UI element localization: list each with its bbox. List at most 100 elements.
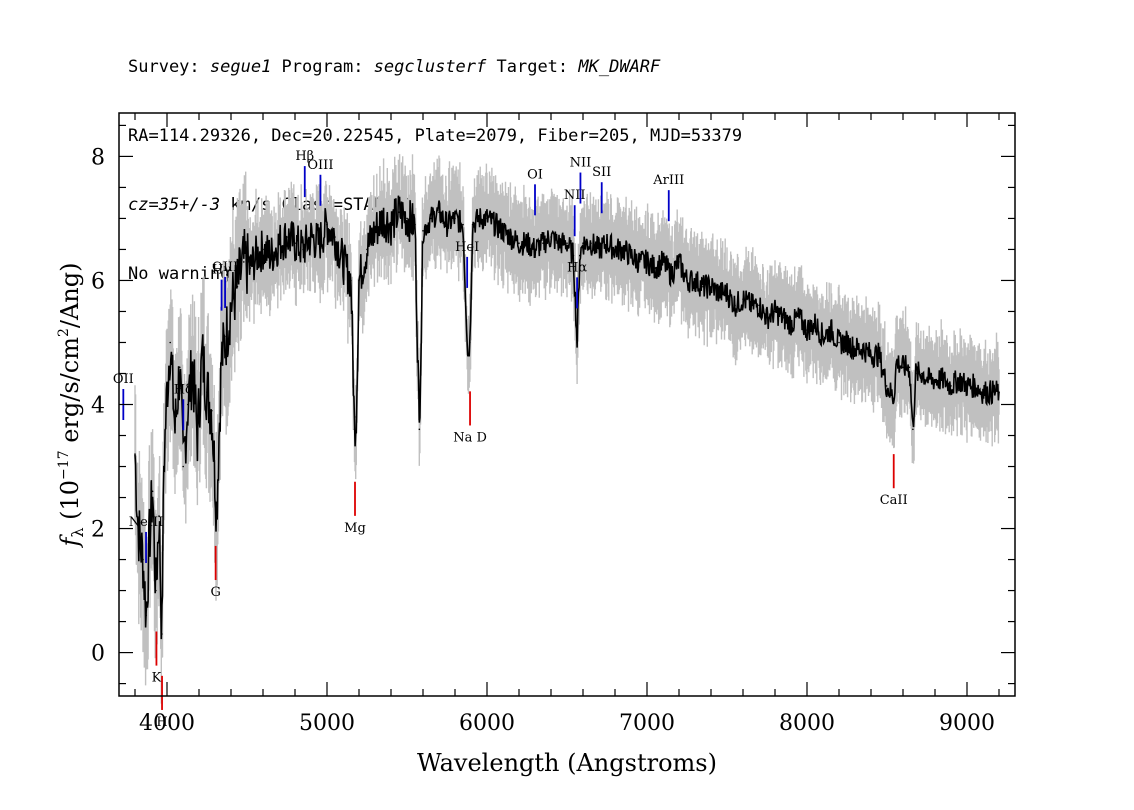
flux-point xyxy=(702,285,704,288)
flux-point xyxy=(342,261,344,263)
flux-point xyxy=(163,465,165,468)
flux-line xyxy=(134,195,1000,640)
y-axis-title-sub: λ xyxy=(68,527,87,537)
flux-point xyxy=(142,558,144,561)
flux-point xyxy=(182,465,184,468)
flux-point xyxy=(187,403,189,406)
flux-point xyxy=(614,248,616,251)
flux-point xyxy=(814,323,816,325)
survey-name: segue1 xyxy=(209,57,272,77)
y-tick-label: 8 xyxy=(91,145,105,170)
flux-point xyxy=(469,341,471,344)
redshift-value: cz=35+/-3 xyxy=(128,195,221,215)
flux-point xyxy=(718,292,720,294)
flux-point xyxy=(846,341,848,344)
flux-point xyxy=(294,242,296,244)
flux-point xyxy=(390,223,392,226)
flux-point xyxy=(686,279,688,282)
flux-point xyxy=(998,391,1000,393)
flux-point xyxy=(734,304,736,307)
flux-point xyxy=(243,261,245,263)
flux-point xyxy=(225,335,227,338)
flux-point xyxy=(566,242,568,244)
flux-point xyxy=(678,261,680,263)
flux-point xyxy=(774,310,776,313)
flux-point xyxy=(161,633,163,635)
flux-point xyxy=(230,304,232,307)
y-axis-title-a: (10 xyxy=(56,480,84,528)
emission-line-label: Hγ xyxy=(212,263,231,278)
flux-point xyxy=(582,242,584,244)
flux-point xyxy=(422,230,424,232)
flux-point xyxy=(726,292,728,294)
flux-point xyxy=(270,254,272,257)
flux-point xyxy=(211,409,213,412)
flux-point xyxy=(895,360,898,362)
flux-point xyxy=(215,509,218,511)
flux-point xyxy=(646,261,648,263)
flux-point xyxy=(670,273,672,276)
flux-point xyxy=(334,236,336,238)
emission-line-label: SII xyxy=(592,165,611,180)
flux-point xyxy=(798,316,800,319)
flux-point xyxy=(510,236,512,238)
program-prefix: Program: xyxy=(271,57,374,77)
error-band-group xyxy=(134,154,1000,704)
flux-point xyxy=(355,416,358,418)
flux-point xyxy=(934,378,936,381)
flux-point xyxy=(638,261,640,263)
survey-prefix: Survey: xyxy=(128,57,210,77)
flux-point xyxy=(927,378,930,381)
flux-point xyxy=(572,254,575,257)
x-tick-label: 8000 xyxy=(779,711,835,736)
flux-point xyxy=(236,285,239,288)
flux-point xyxy=(148,540,151,542)
flux-point xyxy=(958,378,960,381)
flux-point xyxy=(191,366,194,369)
target-name: MK_DWARF xyxy=(578,57,661,77)
flux-point xyxy=(446,223,448,226)
flux-point xyxy=(179,366,181,369)
emission-line-label: NeIII xyxy=(129,515,163,530)
flux-point xyxy=(870,354,872,356)
y-axis-title-b: erg/s/cm xyxy=(56,337,84,451)
flux-point xyxy=(494,223,496,226)
axis-ticks: 4000 5000 6000 7000 8000 9000 0 2 4 6 8 xyxy=(91,113,1015,736)
flux-point xyxy=(662,261,664,263)
flux-point xyxy=(921,372,923,375)
flux-point xyxy=(454,217,456,220)
flux-point xyxy=(838,341,840,344)
header-line-survey: Survey: segue1 Program: segclusterf Targ… xyxy=(128,56,742,79)
flux-point xyxy=(854,347,856,350)
absorption-line-label: H xyxy=(156,715,167,730)
flux-point xyxy=(478,217,480,220)
flux-point xyxy=(155,589,157,592)
flux-point xyxy=(550,236,552,238)
y-axis-title-c: /Ang) xyxy=(56,263,84,329)
flux-point xyxy=(418,428,421,431)
flux-point xyxy=(406,217,408,220)
error-band xyxy=(134,154,1000,704)
flux-point xyxy=(654,267,656,269)
flux-point xyxy=(302,248,304,251)
flux-point xyxy=(982,391,984,393)
emission-line-label: OII xyxy=(113,372,134,387)
flux-point xyxy=(158,515,160,517)
flux-point xyxy=(249,267,251,269)
flux-point xyxy=(974,385,976,387)
flux-point xyxy=(414,223,416,226)
flux-point xyxy=(598,248,600,251)
flux-point xyxy=(196,434,199,437)
flux-point xyxy=(174,428,176,431)
flux-point xyxy=(862,347,864,350)
flux-point xyxy=(915,372,917,375)
y-axis-title-exp1: −17 xyxy=(56,450,72,480)
absorption-line-label: CaII xyxy=(880,493,908,508)
flux-point xyxy=(579,254,581,257)
flux-point xyxy=(353,428,356,431)
flux-point xyxy=(220,360,223,362)
flux-point xyxy=(622,248,624,251)
flux-point xyxy=(206,391,208,393)
emission-line-label: OI xyxy=(527,167,543,182)
spectral-line-markers: OIINeIIIHδHγOIIIHβOIIIHeIOINIIHαNIISIIAr… xyxy=(113,149,908,730)
